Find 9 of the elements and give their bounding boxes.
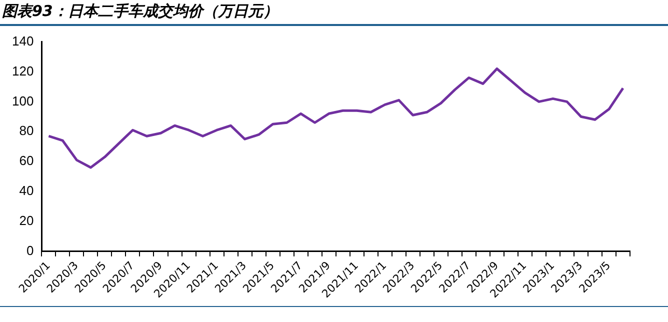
y-tick-label: 20	[19, 212, 34, 228]
y-tick-label: 60	[19, 153, 34, 168]
y-tick-label: 140	[12, 33, 34, 48]
y-tick-label: 120	[12, 63, 34, 78]
y-tick-label: 0	[26, 242, 34, 258]
y-tick-label: 40	[19, 183, 34, 198]
chart-title: 图表93：日本二手车成交均价（万日元）	[2, 2, 278, 21]
y-tick-label: 100	[12, 93, 34, 108]
y-tick-label: 80	[19, 123, 34, 138]
